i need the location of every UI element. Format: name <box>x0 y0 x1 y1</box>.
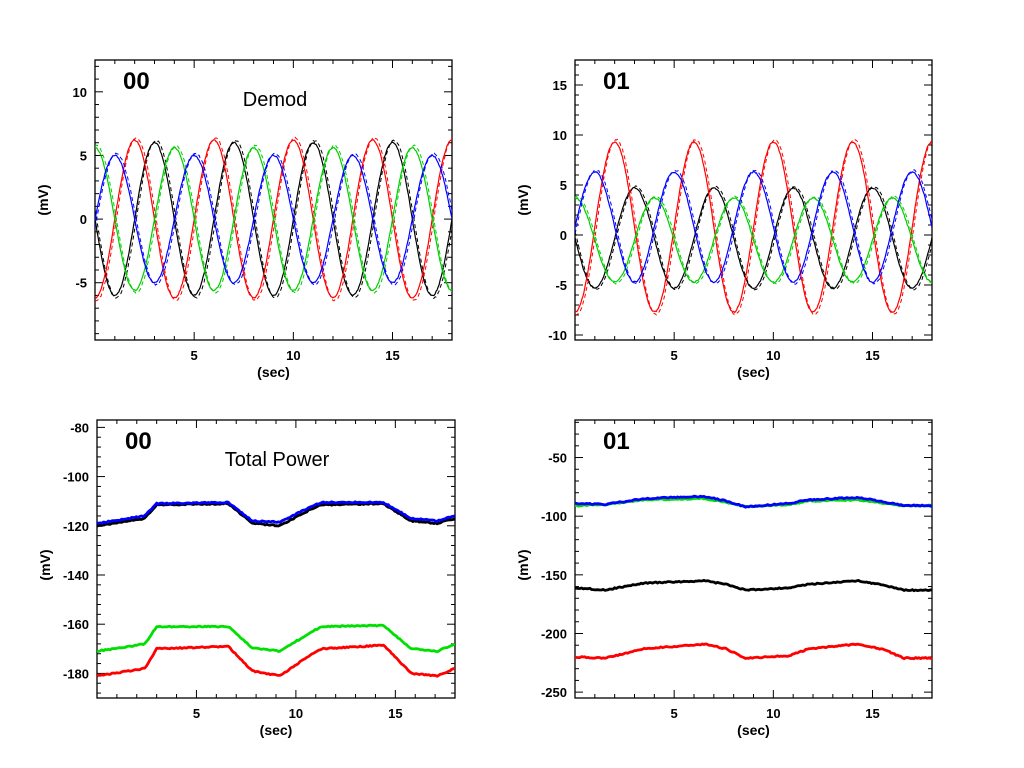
y-tick-label: -150 <box>541 568 567 583</box>
demod-panel-01: 5 10 15 -10 -5 0 5 10 15 (sec) (mV) 01 <box>515 59 933 380</box>
x-tick-label: 5 <box>191 348 198 363</box>
x-axis-ticks <box>96 420 456 698</box>
series-line <box>95 153 452 284</box>
series-line <box>95 141 452 297</box>
x-tick-label: 15 <box>865 706 879 721</box>
series-group <box>97 500 455 678</box>
y-tick-label: -100 <box>63 470 89 485</box>
plot-frame <box>574 59 933 341</box>
y-axis-ticks <box>575 421 932 693</box>
panel-annotation: Demod <box>243 89 307 111</box>
series-line <box>97 500 455 525</box>
x-axis-title: (sec) <box>257 364 290 380</box>
y-tick-label: 0 <box>560 228 567 243</box>
y-axis-ticks <box>97 426 455 694</box>
series-group <box>95 136 452 302</box>
y-axis-title: (mV) <box>515 184 531 215</box>
series-group <box>575 494 932 661</box>
panel-id-label: 00 <box>125 428 152 455</box>
y-tick-label: 15 <box>553 78 567 93</box>
series-line-dashed <box>95 139 452 299</box>
y-axis-title: (mV) <box>515 549 531 580</box>
series-line <box>575 140 932 314</box>
series-line-dashed <box>575 195 932 285</box>
x-tick-label: 10 <box>289 706 303 721</box>
x-tick-label: 5 <box>671 348 678 363</box>
y-tick-label: -10 <box>548 328 567 343</box>
y-tick-label: -200 <box>541 626 567 641</box>
y-tick-label: -80 <box>70 420 89 435</box>
y-tick-label: 10 <box>73 85 87 100</box>
series-line-dashed <box>95 144 452 294</box>
y-axis-ticks <box>575 64 932 336</box>
panel-id-label: 00 <box>123 68 150 95</box>
y-tick-label: -50 <box>548 451 567 466</box>
x-tick-label: 10 <box>766 348 780 363</box>
x-axis-title: (sec) <box>737 722 770 738</box>
y-axis-title: (mV) <box>35 184 51 215</box>
y-tick-label: 0 <box>80 212 87 227</box>
y-tick-label: 5 <box>560 178 567 193</box>
x-tick-label: 5 <box>671 706 678 721</box>
y-tick-label: 5 <box>80 148 87 163</box>
y-axis-title: (mV) <box>37 549 53 580</box>
series-line-dashed <box>95 136 452 302</box>
x-axis-title: (sec) <box>737 364 770 380</box>
y-tick-label: -250 <box>541 685 567 700</box>
total-power-panel-00: 5 10 15 -180 -160 -140 -120 -100 -80 (sec) (mV) 00 T… <box>37 419 456 738</box>
series-line <box>575 494 932 509</box>
x-tick-label: 10 <box>766 706 780 721</box>
y-tick-label: -5 <box>75 276 87 291</box>
y-tick-label: -180 <box>63 666 89 681</box>
y-axis-ticks <box>95 65 452 335</box>
series-line <box>575 578 932 593</box>
total-power-panel-01: 5 10 15 -250 -200 -150 -100 -50 (sec) (mV) 01 <box>515 419 933 738</box>
series-line-dashed <box>95 152 452 286</box>
series-line <box>97 623 455 654</box>
series-line <box>575 170 932 284</box>
y-tick-label: -120 <box>63 519 89 534</box>
series-line <box>95 146 452 292</box>
panel-id-label: 01 <box>603 428 630 455</box>
y-tick-label: -100 <box>541 509 567 524</box>
series-line <box>575 642 932 661</box>
x-tick-label: 10 <box>286 348 300 363</box>
x-tick-label: 15 <box>385 348 399 363</box>
y-tick-label: -5 <box>555 278 567 293</box>
x-tick-label: 5 <box>193 706 200 721</box>
series-group <box>575 138 932 316</box>
y-tick-label: -160 <box>63 617 89 632</box>
x-tick-label: 15 <box>865 348 879 363</box>
x-axis-ticks <box>574 420 933 698</box>
x-axis-ticks <box>574 60 933 340</box>
panel-id-label: 01 <box>603 68 630 95</box>
x-tick-label: 15 <box>388 706 402 721</box>
series-line <box>575 196 932 284</box>
y-tick-label: 10 <box>553 128 567 143</box>
y-tick-label: -140 <box>63 568 89 583</box>
x-axis-title: (sec) <box>260 722 293 738</box>
x-axis-ticks <box>94 60 453 340</box>
panel-annotation: Total Power <box>225 449 330 471</box>
series-line <box>575 186 932 290</box>
series-line <box>97 643 455 678</box>
